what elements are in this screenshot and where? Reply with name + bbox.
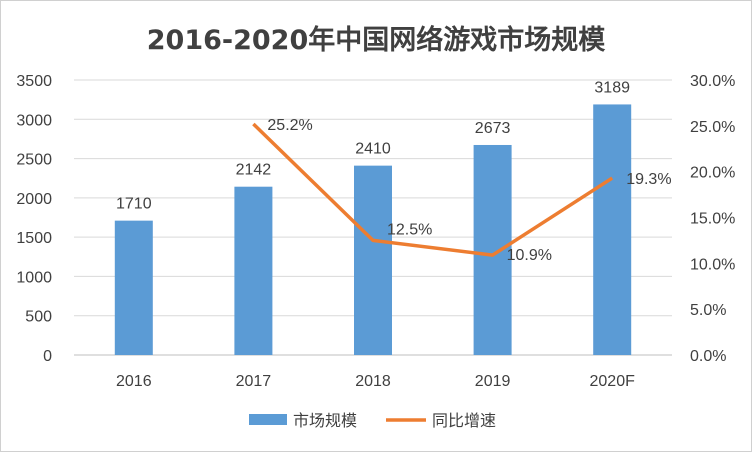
left-axis-tick-label: 3500	[16, 73, 52, 90]
bar-data-label: 2410	[355, 141, 391, 158]
left-axis-tick-label: 0	[43, 348, 52, 365]
bar	[114, 220, 153, 355]
bar	[354, 165, 392, 355]
right-axis-tick-label: 10.0%	[690, 256, 735, 273]
left-axis-tick-label: 1000	[16, 269, 52, 286]
x-axis-tick-label: 2020F	[590, 373, 636, 390]
x-axis-tick-label: 2019	[475, 373, 511, 390]
right-axis-tick-label: 25.0%	[690, 119, 735, 136]
left-axis-tick-label: 2000	[16, 191, 52, 208]
x-axis-tick-label: 2017	[236, 373, 272, 390]
growth-line	[252, 122, 614, 257]
left-axis-tick-label: 3000	[16, 112, 52, 129]
bar-data-label: 2673	[475, 120, 511, 137]
x-axis-tick-label: 2018	[355, 373, 391, 390]
right-axis-tick-label: 20.0%	[690, 165, 735, 182]
right-axis-tick-label: 5.0%	[690, 302, 726, 319]
line-data-label: 25.2%	[267, 117, 312, 134]
chart-title: 2016-2020年中国网络游戏市场规模	[146, 25, 606, 56]
line-data-label: 19.3%	[626, 171, 671, 188]
x-axis-tick-label: 2016	[116, 373, 152, 390]
bar	[593, 104, 632, 355]
left-axis-tick-label: 2500	[16, 152, 52, 169]
right-axis-tick-label: 30.0%	[690, 73, 735, 90]
bar-data-label: 1710	[116, 196, 152, 213]
line-data-label: 10.9%	[507, 247, 552, 264]
right-axis-tick-label: 15.0%	[690, 211, 735, 228]
bar	[473, 144, 512, 355]
bar-data-label: 3189	[594, 79, 630, 96]
left-axis-tick-label: 500	[25, 309, 52, 326]
left-axis-tick-label: 1500	[16, 230, 52, 247]
legend-bar-swatch	[249, 414, 287, 425]
bar	[234, 186, 273, 355]
bar-data-label: 2142	[236, 162, 272, 179]
legend-label: 市场规模	[293, 412, 357, 430]
line-data-label: 12.5%	[387, 221, 432, 238]
legend-label: 同比增速	[432, 412, 496, 430]
right-axis-tick-label: 0.0%	[690, 348, 726, 365]
